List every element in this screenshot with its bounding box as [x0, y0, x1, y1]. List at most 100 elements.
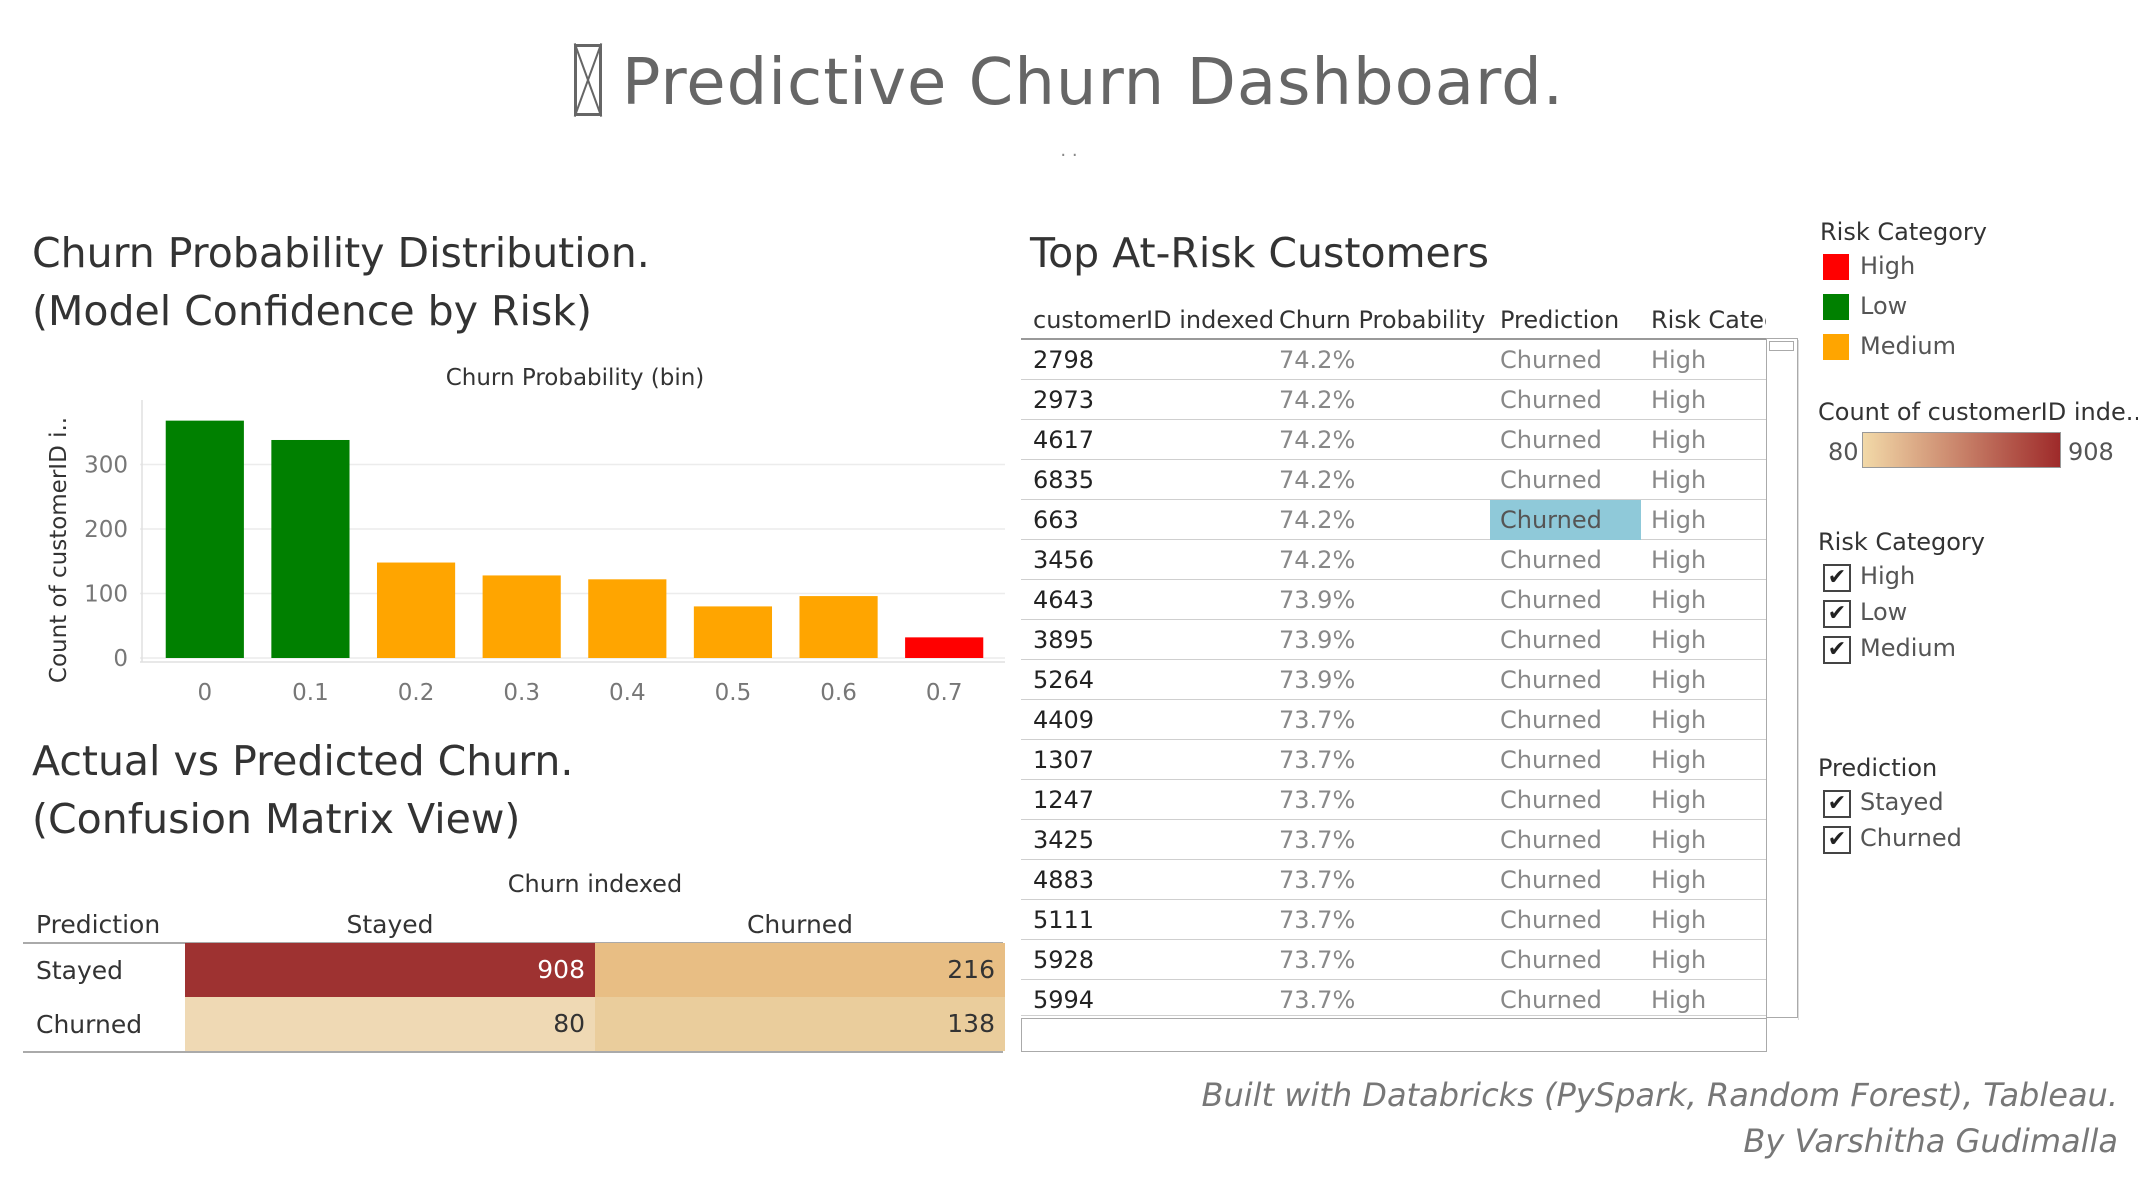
legend-swatch[interactable]	[1823, 334, 1849, 360]
churn-probability-cell[interactable]: 73.9%	[1279, 586, 1356, 614]
customer-id-cell[interactable]: 4409	[1033, 706, 1095, 734]
risk-category-cell[interactable]: High	[1651, 666, 1707, 694]
churn-probability-cell[interactable]: 74.2%	[1279, 346, 1356, 374]
churn-probability-cell[interactable]: 74.2%	[1279, 466, 1356, 494]
customer-id-cell[interactable]: 3895	[1033, 626, 1095, 654]
customer-id-cell[interactable]: 663	[1033, 506, 1079, 534]
filter-option-label[interactable]: Low	[1860, 598, 1908, 626]
risk-category-cell[interactable]: High	[1651, 866, 1707, 894]
risk-category-cell[interactable]: High	[1651, 626, 1707, 654]
prediction-cell[interactable]: Churned	[1500, 986, 1602, 1014]
risk-category-cell[interactable]: High	[1651, 426, 1707, 454]
risk-category-cell[interactable]: High	[1651, 546, 1707, 574]
table-row[interactable]: 5928 73.7% Churned High	[1021, 940, 1771, 980]
customer-id-cell[interactable]: 5111	[1033, 906, 1095, 934]
table-header-risk-category[interactable]: Risk Categ	[1651, 306, 1766, 334]
histogram-bar[interactable]	[588, 579, 667, 658]
risk-category-cell[interactable]: High	[1651, 946, 1707, 974]
histogram-bar[interactable]	[905, 637, 984, 658]
churn-probability-cell[interactable]: 73.9%	[1279, 666, 1356, 694]
table-header-customerid[interactable]: customerID indexed	[1033, 306, 1275, 334]
filter-option-label[interactable]: Churned	[1860, 824, 1962, 852]
prediction-cell[interactable]: Churned	[1500, 626, 1602, 654]
churn-probability-cell[interactable]: 73.7%	[1279, 946, 1356, 974]
prediction-cell[interactable]: Churned	[1500, 586, 1602, 614]
churn-probability-cell[interactable]: 73.7%	[1279, 706, 1356, 734]
risk-category-cell[interactable]: High	[1651, 746, 1707, 774]
churn-probability-cell[interactable]: 73.7%	[1279, 786, 1356, 814]
table-row[interactable]: 6835 74.2% Churned High	[1021, 460, 1771, 500]
table-row[interactable]: 5264 73.9% Churned High	[1021, 660, 1771, 700]
table-row[interactable]: 5111 73.7% Churned High	[1021, 900, 1771, 940]
prediction-cell[interactable]: Churned	[1500, 426, 1602, 454]
legend-label[interactable]: Low	[1860, 292, 1908, 320]
risk-category-cell[interactable]: High	[1651, 386, 1707, 414]
filter-option-label[interactable]: Medium	[1860, 634, 1956, 662]
filter-option-label[interactable]: Stayed	[1860, 788, 1944, 816]
risk-category-cell[interactable]: High	[1651, 346, 1707, 374]
customer-id-cell[interactable]: 5928	[1033, 946, 1095, 974]
filter-checkbox[interactable]: ✔	[1823, 600, 1851, 628]
prediction-cell[interactable]: Churned	[1490, 500, 1641, 540]
histogram-bar[interactable]	[482, 575, 561, 658]
churn-probability-cell[interactable]: 73.9%	[1279, 626, 1356, 654]
churn-probability-cell[interactable]: 74.2%	[1279, 546, 1356, 574]
table-row[interactable]: 4409 73.7% Churned High	[1021, 700, 1771, 740]
confusion-cell[interactable]: 80	[185, 997, 595, 1051]
prediction-cell[interactable]: Churned	[1500, 906, 1602, 934]
prediction-cell[interactable]: Churned	[1500, 666, 1602, 694]
customer-id-cell[interactable]: 4617	[1033, 426, 1095, 454]
risk-category-cell[interactable]: High	[1651, 906, 1707, 934]
table-row[interactable]: 4643 73.9% Churned High	[1021, 580, 1771, 620]
risk-category-cell[interactable]: High	[1651, 586, 1707, 614]
customer-id-cell[interactable]: 3456	[1033, 546, 1095, 574]
filter-checkbox[interactable]: ✔	[1823, 826, 1851, 854]
legend-label[interactable]: High	[1860, 252, 1916, 280]
table-row[interactable]: 4617 74.2% Churned High	[1021, 420, 1771, 460]
prediction-cell[interactable]: Churned	[1500, 826, 1602, 854]
customer-id-cell[interactable]: 1307	[1033, 746, 1095, 774]
prediction-cell[interactable]: Churned	[1500, 866, 1602, 894]
confusion-cell[interactable]: 138	[595, 997, 1005, 1051]
customer-id-cell[interactable]: 2973	[1033, 386, 1095, 414]
table-row[interactable]: 4883 73.7% Churned High	[1021, 860, 1771, 900]
prediction-cell[interactable]: Churned	[1500, 546, 1602, 574]
risk-category-cell[interactable]: High	[1651, 986, 1707, 1014]
table-row[interactable]: 3456 74.2% Churned High	[1021, 540, 1771, 580]
legend-label[interactable]: Medium	[1860, 332, 1956, 360]
scrollbar-thumb[interactable]	[1769, 341, 1794, 351]
histogram-bars[interactable]	[165, 420, 984, 658]
table-header-prediction[interactable]: Prediction	[1500, 306, 1620, 334]
risk-category-cell[interactable]: High	[1651, 466, 1707, 494]
table-vertical-scrollbar[interactable]	[1766, 338, 1798, 1018]
customer-id-cell[interactable]: 5994	[1033, 986, 1095, 1014]
prediction-cell[interactable]: Churned	[1500, 746, 1602, 774]
customer-id-cell[interactable]: 6835	[1033, 466, 1095, 494]
histogram-bar[interactable]	[271, 439, 350, 658]
filter-checkbox[interactable]: ✔	[1823, 790, 1851, 818]
table-horizontal-scrollbar[interactable]	[1021, 1018, 1767, 1052]
table-row[interactable]: 2973 74.2% Churned High	[1021, 380, 1771, 420]
prediction-cell[interactable]: Churned	[1500, 466, 1602, 494]
table-row[interactable]: 1307 73.7% Churned High	[1021, 740, 1771, 780]
prediction-cell[interactable]: Churned	[1500, 786, 1602, 814]
customer-id-cell[interactable]: 4643	[1033, 586, 1095, 614]
risk-category-cell[interactable]: High	[1651, 826, 1707, 854]
churn-probability-cell[interactable]: 73.7%	[1279, 906, 1356, 934]
table-row[interactable]: 5994 73.7% Churned High	[1021, 980, 1771, 1016]
prediction-cell[interactable]: Churned	[1500, 346, 1602, 374]
customer-id-cell[interactable]: 1247	[1033, 786, 1095, 814]
risk-category-cell[interactable]: High	[1651, 706, 1707, 734]
table-header-churn-probability[interactable]: Churn Probability	[1279, 306, 1486, 334]
churn-probability-cell[interactable]: 73.7%	[1279, 866, 1356, 894]
table-row[interactable]: 1247 73.7% Churned High	[1021, 780, 1771, 820]
customer-id-cell[interactable]: 5264	[1033, 666, 1095, 694]
customer-id-cell[interactable]: 3425	[1033, 826, 1095, 854]
prediction-cell[interactable]: Churned	[1500, 706, 1602, 734]
churn-probability-cell[interactable]: 73.7%	[1279, 746, 1356, 774]
filter-option-label[interactable]: High	[1860, 562, 1916, 590]
table-row[interactable]: 3425 73.7% Churned High	[1021, 820, 1771, 860]
customer-id-cell[interactable]: 2798	[1033, 346, 1095, 374]
histogram-bar[interactable]	[693, 606, 773, 658]
table-row[interactable]: 663 74.2% Churned High	[1021, 500, 1771, 540]
